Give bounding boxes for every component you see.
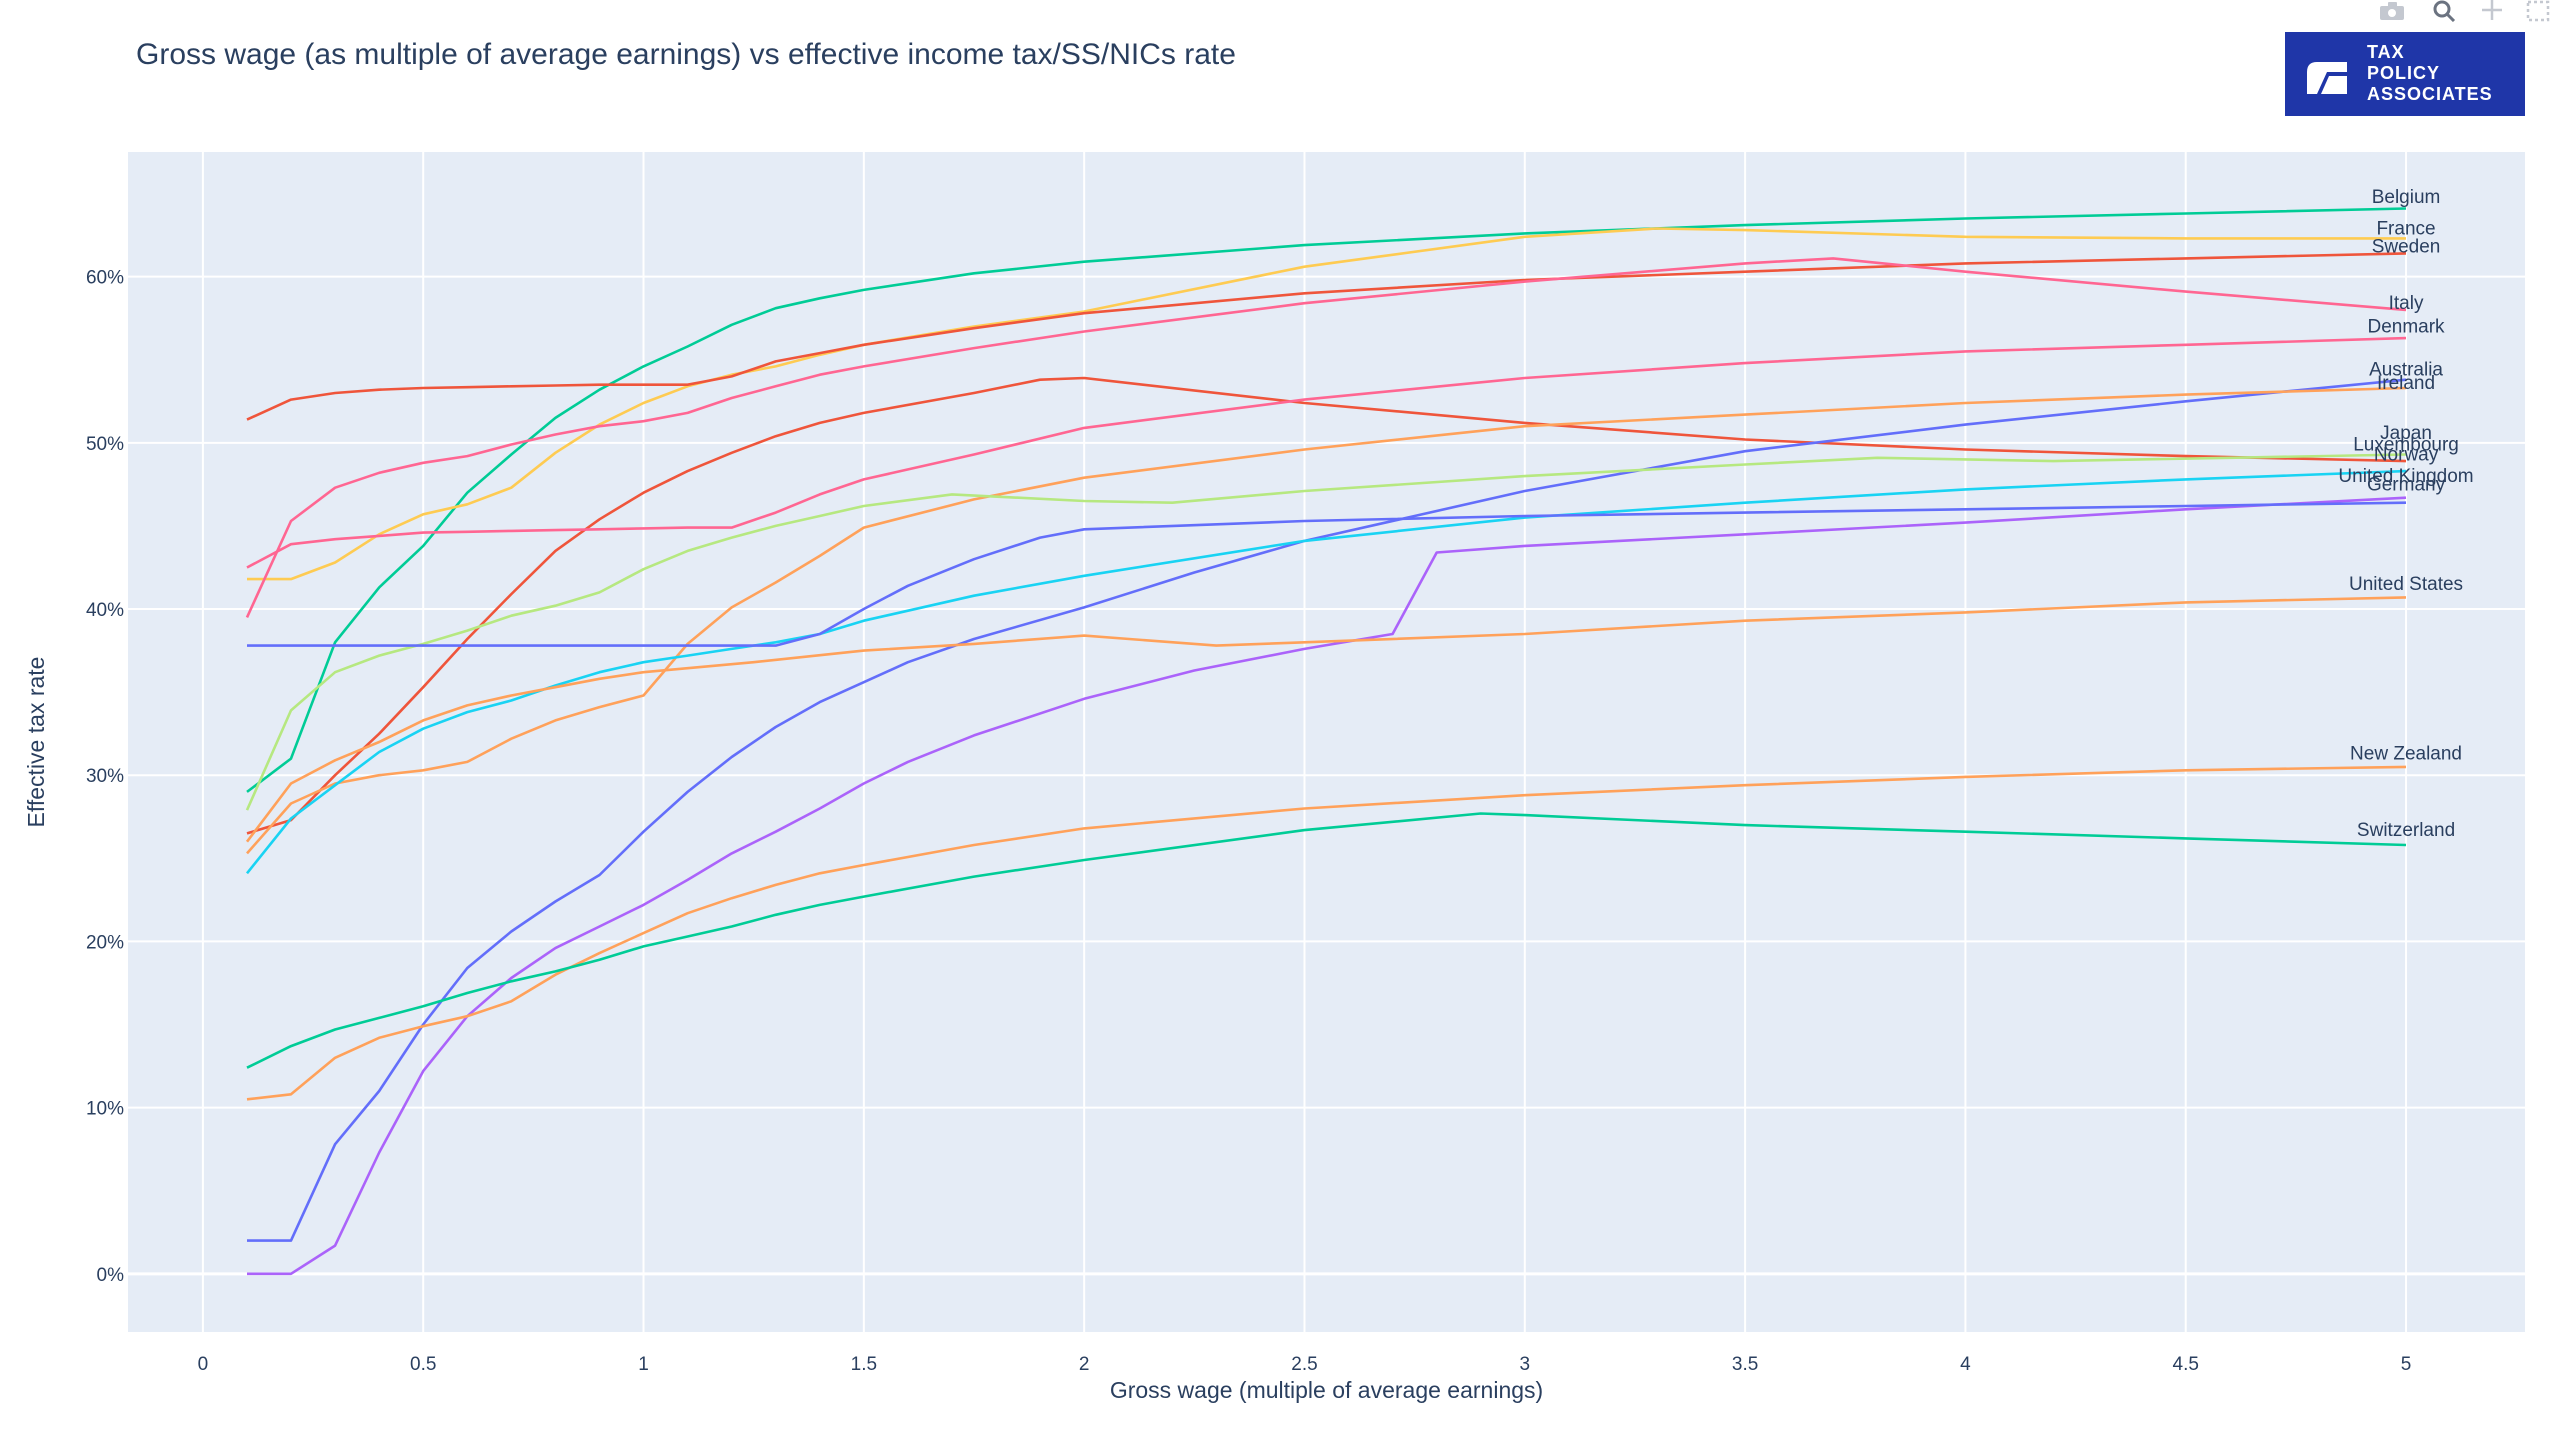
series-line-belgium[interactable] bbox=[246, 207, 2407, 793]
series-line-denmark[interactable] bbox=[246, 376, 2407, 835]
series-line-united-kingdom[interactable] bbox=[245, 469, 2407, 875]
series-label-luxembourg: Luxembourg bbox=[2353, 435, 2459, 456]
series-label-norway: Norway bbox=[2374, 444, 2439, 465]
plot-background[interactable] bbox=[128, 152, 2525, 1332]
series-line-japan[interactable] bbox=[245, 453, 2407, 811]
camera-icon[interactable] bbox=[2380, 2, 2404, 20]
axis-ticks: 0 0.5 1 1.5 2 2.5 3 3.5 4 4.5 50%10%20%30%40%50%60… bbox=[86, 268, 2411, 1375]
series-line-australia[interactable] bbox=[247, 378, 2407, 1242]
select-icon[interactable] bbox=[2526, 0, 2550, 22]
series-label-japan: Japan bbox=[2380, 423, 2432, 444]
series-label-ireland: Ireland bbox=[2377, 373, 2435, 394]
x-tick-label: 0 bbox=[198, 1354, 209, 1375]
y-tick-label: 30% bbox=[86, 766, 124, 787]
logo-line-1: TAX bbox=[2367, 42, 2405, 62]
x-tick-label: 1 bbox=[638, 1354, 649, 1375]
series-line-norway[interactable] bbox=[246, 336, 2407, 569]
series-line-france[interactable] bbox=[247, 227, 2406, 581]
series-label-denmark: Denmark bbox=[2367, 317, 2445, 338]
series-line-switzerland[interactable] bbox=[246, 812, 2407, 1069]
y-tick-label: 60% bbox=[86, 268, 124, 289]
series-label-sweden: Sweden bbox=[2372, 237, 2441, 258]
x-tick-label: 2 bbox=[1079, 1354, 1090, 1375]
x-tick-label: 5 bbox=[2401, 1354, 2412, 1375]
x-tick-label: 3.5 bbox=[1732, 1354, 1758, 1375]
logo-line-2: POLICY bbox=[2367, 63, 2441, 83]
series-label-new-zealand: New Zealand bbox=[2350, 744, 2462, 765]
x-tick-label: 4 bbox=[1960, 1354, 1971, 1375]
series-line-ireland-flat[interactable] bbox=[247, 501, 2407, 647]
y-axis-title: Effective tax rate bbox=[23, 657, 49, 828]
x-tick-label: 0.5 bbox=[410, 1354, 436, 1375]
modebar bbox=[2380, 0, 2550, 22]
y-tick-label: 50% bbox=[86, 434, 124, 455]
x-tick-label: 1.5 bbox=[851, 1354, 877, 1375]
y-tick-label: 0% bbox=[97, 1265, 125, 1286]
logo-mark-icon bbox=[2299, 46, 2355, 102]
series-label-united-kingdom: United Kingdom bbox=[2338, 466, 2473, 487]
x-axis-title: Gross wage (multiple of average earnings… bbox=[1110, 1377, 1543, 1403]
series-line-united-states[interactable] bbox=[245, 596, 2407, 843]
series-label-belgium: Belgium bbox=[2372, 187, 2441, 208]
grid-lines bbox=[128, 152, 2525, 1332]
x-tick-label: 2.5 bbox=[1291, 1354, 1317, 1375]
series-label-australia: Australia bbox=[2369, 360, 2443, 381]
pan-icon[interactable] bbox=[2482, 0, 2502, 20]
zoom-icon[interactable] bbox=[2433, 0, 2456, 22]
series-lines[interactable] bbox=[245, 207, 2407, 1276]
series-line-new-zealand[interactable] bbox=[246, 765, 2407, 1101]
series-label-switzerland: Switzerland bbox=[2357, 820, 2455, 841]
series-label-united-states: United States bbox=[2349, 574, 2463, 595]
chart-title: Gross wage (as multiple of average earni… bbox=[136, 38, 1236, 71]
logo-text: TAX POLICY ASSOCIATES bbox=[2367, 42, 2493, 105]
x-tick-label: 3 bbox=[1519, 1354, 1530, 1375]
series-line-italy[interactable] bbox=[245, 257, 2407, 618]
series-line-ireland[interactable] bbox=[246, 386, 2407, 855]
series-label-italy: Italy bbox=[2389, 293, 2424, 314]
series-label-france: France bbox=[2376, 218, 2435, 239]
series-line-sweden[interactable] bbox=[246, 252, 2407, 421]
series-line-germany[interactable] bbox=[247, 496, 2407, 1276]
x-tick-label: 4.5 bbox=[2173, 1354, 2199, 1375]
y-tick-label: 40% bbox=[86, 600, 124, 621]
logo-line-3: ASSOCIATES bbox=[2367, 84, 2493, 104]
y-tick-label: 20% bbox=[86, 932, 124, 953]
series-label-germany: Germany bbox=[2367, 474, 2446, 495]
tax-policy-associates-logo: TAX POLICY ASSOCIATES bbox=[2285, 32, 2525, 116]
y-tick-label: 10% bbox=[86, 1099, 124, 1120]
